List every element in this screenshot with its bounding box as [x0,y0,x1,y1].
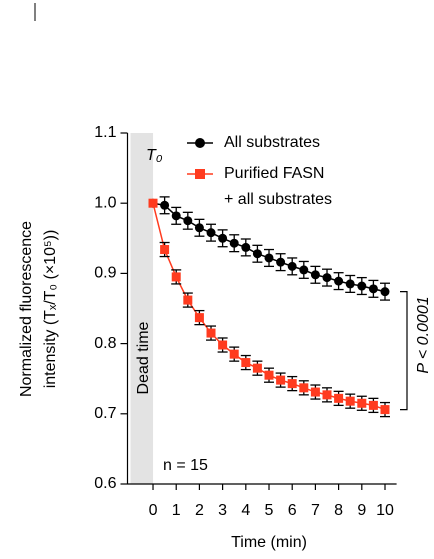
point [252,249,262,259]
point [264,253,274,263]
x-tick-label: 7 [311,502,320,519]
point [194,223,204,233]
point [206,328,216,338]
point [194,313,204,323]
y-tick-label: 0.6 [94,475,116,492]
p-bracket [400,291,408,411]
y-axis-label: intensity (Tₓ/T₀ (×10⁵)) [42,230,59,389]
point [229,349,239,359]
y-tick-label: 0.7 [94,405,116,422]
point [380,287,390,297]
point [183,216,193,226]
point [299,265,309,275]
point [345,279,355,289]
legend-label: Purified FASN + all substrates [224,165,333,208]
point [206,228,216,238]
legend-marker [195,138,205,148]
point [264,370,274,380]
point [310,270,320,280]
point [299,383,309,393]
point [160,200,170,210]
x-tick-label: 6 [288,502,297,519]
x-tick-label: 0 [149,502,158,519]
annotation-dead-time: Dead time [135,321,152,394]
x-tick-label: 5 [265,502,274,519]
dead-time-band [130,133,154,484]
y-tick-label: 1.1 [94,124,116,141]
point [183,295,193,305]
y-axis-label: Normalized fluorescence [18,221,35,397]
point [322,390,332,400]
point [357,398,367,408]
point [287,379,297,389]
point [334,276,344,286]
point [276,257,286,267]
point [334,393,344,403]
x-tick-label: 3 [218,502,227,519]
y-tick-label: 1.0 [94,194,116,211]
point [276,375,286,385]
plot: 0.6 0.7 0.8 0.9 1.0 1.1 0 1 2 3 4 5 6 7 8 9 10 Time (min)… [18,124,432,551]
point [218,233,228,243]
point [241,358,251,368]
point [322,273,332,283]
point [218,340,228,350]
point [252,363,262,373]
y-tick-label: 0.9 [94,265,116,282]
x-tick-label: 9 [357,502,366,519]
point [380,405,390,415]
y-tick-label: 0.8 [94,335,116,352]
x-tick-label: 2 [195,502,204,519]
point [368,284,378,294]
x-tick-label: 1 [172,502,181,519]
x-axis-label: Time (min) [231,534,307,551]
point [160,245,170,255]
point [171,272,181,282]
legend-marker [195,169,205,179]
point [345,396,355,406]
point [229,238,239,248]
x-tick-label: 4 [241,502,250,519]
annotation-p: P < 0.0001 [415,296,432,373]
point [310,387,320,397]
point [171,211,181,221]
annotation-n: n = 15 [163,457,208,474]
point [368,400,378,410]
point [357,281,367,291]
x-tick-label: 10 [376,502,394,519]
legend-label: All substrates [224,134,321,151]
point [148,198,158,208]
annotation-t0: T₀ [146,147,163,164]
point [287,261,297,271]
x-tick-label: 8 [334,502,343,519]
point [241,242,251,252]
